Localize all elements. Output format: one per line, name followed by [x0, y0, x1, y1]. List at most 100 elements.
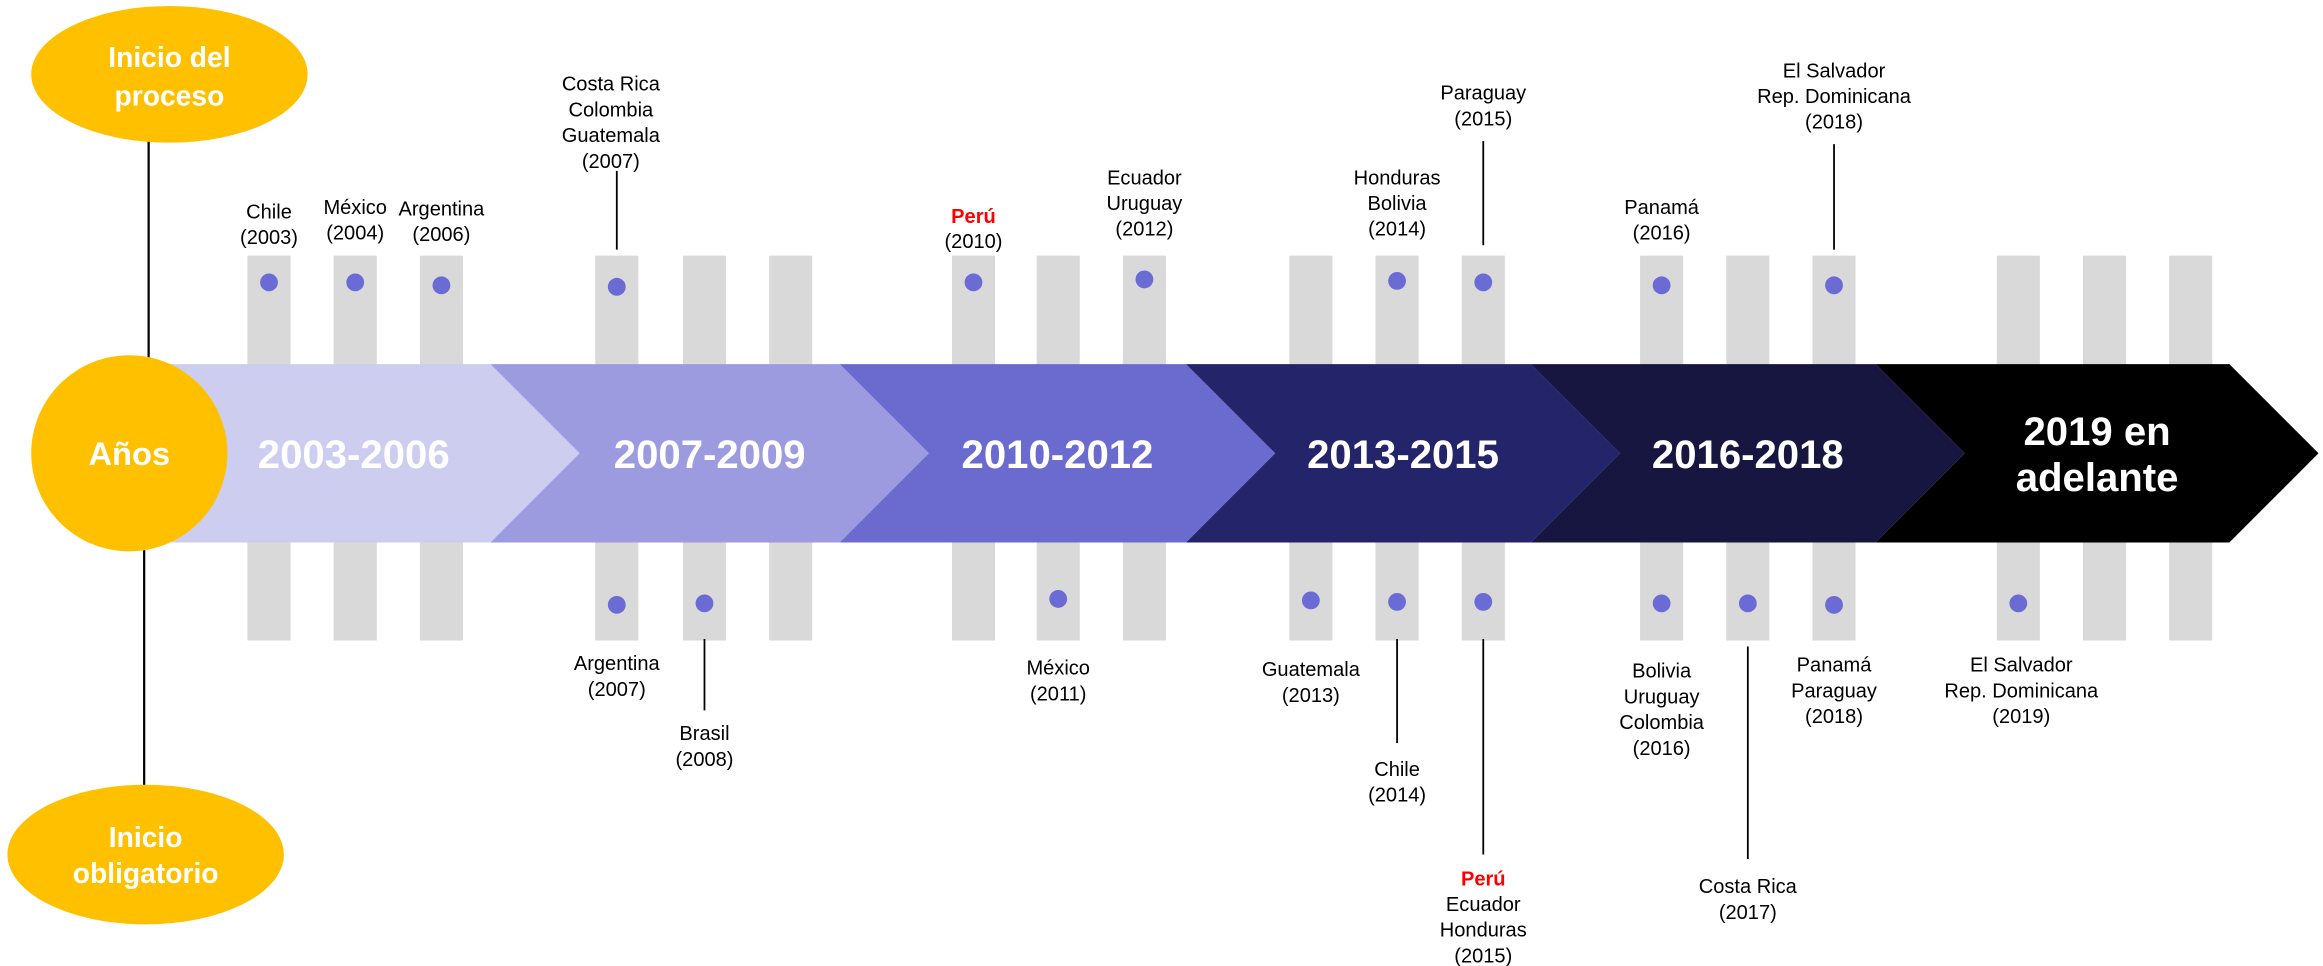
event-text: (2004): [326, 223, 384, 245]
tie: [1640, 539, 1684, 641]
start-label: proceso: [115, 80, 225, 112]
tie: [595, 539, 639, 641]
event-text: (2014): [1368, 784, 1426, 806]
tie: [1375, 539, 1419, 641]
tie: [595, 255, 639, 368]
tie: [769, 539, 813, 641]
period-label: 2003-2006: [258, 432, 450, 477]
event-dot: [1388, 592, 1406, 611]
event-dot: [1652, 276, 1671, 295]
event-text: Paraguay: [1791, 680, 1877, 702]
event-text: México: [1026, 658, 1090, 680]
tie: [419, 539, 463, 641]
event-dot: [260, 273, 278, 292]
event-text: Uruguay: [1107, 193, 1183, 215]
event-text: Rep. Dominicana: [1757, 86, 1912, 108]
chevron: [1530, 364, 1965, 543]
tie: [951, 539, 996, 641]
tie: [1461, 255, 1505, 368]
years-badge: [31, 355, 228, 552]
event-text: El Salvador: [1783, 60, 1886, 82]
event-text: (2016): [1633, 738, 1691, 760]
tie: [769, 255, 813, 368]
years-label: Años: [88, 435, 170, 472]
event-dot: [1825, 276, 1843, 295]
tie: [1996, 255, 2040, 368]
event-dot: [1474, 273, 1493, 292]
event-text: Guatemala: [1262, 659, 1361, 681]
event-highlight: Perú: [951, 206, 996, 228]
event-text: Ecuador: [1446, 894, 1521, 916]
tie: [2169, 255, 2213, 368]
event-dot: [1388, 271, 1406, 290]
event-text: (2011): [1030, 683, 1086, 705]
tie: [333, 539, 377, 641]
event-text: (2007): [588, 679, 646, 701]
event-text: (2014): [1368, 219, 1426, 241]
event-dot: [432, 276, 451, 295]
period-label: adelante: [2016, 455, 2179, 500]
event-text: (2019): [1992, 706, 2050, 728]
event-text: Chile: [1374, 759, 1420, 781]
event-text: (2006): [412, 224, 470, 246]
tie: [1289, 539, 1333, 641]
event-text: Guatemala: [562, 125, 661, 147]
event-text: Colombia: [1619, 712, 1705, 734]
chevron: [839, 364, 1276, 543]
event-text: Argentina: [574, 653, 661, 675]
event-dot: [1301, 591, 1320, 610]
ties: [247, 255, 2213, 641]
tie: [1812, 539, 1856, 641]
event-text: (2003): [240, 227, 298, 249]
event-dot: [346, 273, 365, 292]
event-dot: [964, 273, 983, 292]
events: Chile (2003) México (2004) Argentina (2006) Co…: [240, 60, 2099, 966]
tie: [1036, 539, 1080, 641]
event-text: (2015): [1454, 945, 1512, 966]
event-text: El Salvador: [1970, 655, 2073, 677]
event-text: Argentina: [398, 198, 485, 220]
tie: [1812, 255, 1856, 368]
tie: [1036, 255, 1080, 368]
event-text: Rep. Dominicana: [1944, 680, 2099, 702]
event-text: Honduras: [1354, 167, 1441, 189]
badge-labels: Inicio del proceso Años Inicio obligatorio: [73, 41, 231, 889]
tie: [1289, 255, 1333, 368]
mandatory-label: Inicio: [109, 821, 183, 853]
event-text: Bolivia: [1632, 661, 1692, 683]
chevron: [170, 364, 580, 543]
event-text: Honduras: [1440, 920, 1527, 942]
tie: [682, 255, 727, 368]
event-text: (2018): [1805, 706, 1863, 728]
event-text: Costa Rica: [562, 74, 661, 96]
tie: [682, 539, 727, 641]
event-text: México: [323, 197, 387, 219]
period-label: 2007-2009: [614, 432, 806, 477]
event-dot: [1825, 595, 1843, 614]
event-dot: [1738, 594, 1757, 613]
event-text: Ecuador: [1107, 167, 1182, 189]
tie: [2169, 539, 2213, 641]
event-text: (2013): [1282, 685, 1340, 707]
tie: [1461, 539, 1505, 641]
period-label: 2016-2018: [1652, 432, 1844, 477]
event-dot: [607, 277, 626, 296]
mandatory-badge: [7, 784, 284, 925]
event-dot: [2009, 594, 2028, 613]
tie: [333, 255, 377, 368]
tie: [1726, 255, 1770, 368]
event-dot: [1652, 594, 1671, 613]
tie: [1122, 539, 1166, 641]
event-highlight: Perú: [1461, 869, 1506, 891]
event-text: Panamá: [1797, 655, 1873, 677]
event-text: (2012): [1115, 219, 1173, 241]
tie: [1640, 255, 1684, 368]
event-text: (2015): [1454, 108, 1512, 130]
period-label: 2013-2015: [1307, 432, 1499, 477]
event-dot: [607, 595, 626, 614]
event-text: (2017): [1719, 902, 1777, 924]
event-text: (2016): [1633, 223, 1691, 245]
mandatory-label: obligatorio: [73, 857, 219, 889]
tie: [1726, 539, 1770, 641]
